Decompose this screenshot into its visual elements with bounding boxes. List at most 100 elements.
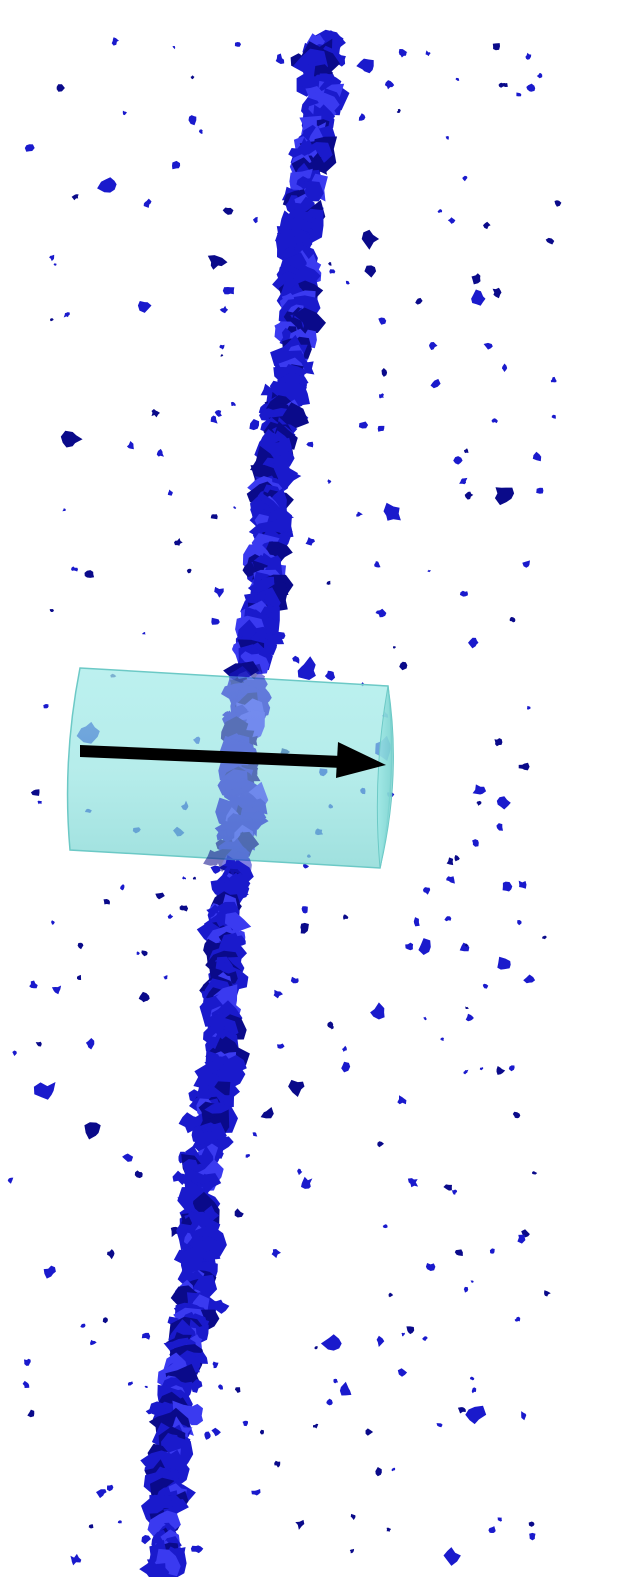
arrow-shaft xyxy=(80,745,342,768)
particle-blob xyxy=(509,617,516,623)
particle-blob xyxy=(425,1263,436,1271)
particle-blob xyxy=(406,1326,415,1335)
particle-blob xyxy=(528,1521,535,1527)
particle-blob xyxy=(544,1290,551,1297)
particle-blob xyxy=(297,656,316,680)
particle-blob xyxy=(324,670,336,681)
particle-blob xyxy=(361,229,380,250)
particle-blob xyxy=(138,991,150,1003)
particle-blob xyxy=(218,1384,223,1390)
particle-blob xyxy=(305,537,315,546)
particle-blob xyxy=(51,985,62,995)
particle-blob xyxy=(277,1043,285,1049)
particle-blob xyxy=(343,914,349,920)
particle-blob xyxy=(22,1380,30,1388)
particle-blob xyxy=(532,451,542,462)
particle-blob xyxy=(545,237,555,245)
particle-blob xyxy=(496,1066,506,1075)
particle-blob xyxy=(251,1489,261,1496)
particle-blob xyxy=(207,255,228,270)
particle-blob xyxy=(382,1224,388,1229)
particle-blob xyxy=(29,980,38,989)
particle-blob xyxy=(374,561,381,568)
particle-blob xyxy=(141,950,148,957)
filament-blob xyxy=(203,849,220,866)
particle-blob xyxy=(186,568,192,574)
particle-blob xyxy=(516,92,522,97)
particle-blob xyxy=(497,1517,502,1522)
particle-blob xyxy=(494,738,503,747)
particle-blob xyxy=(341,1061,351,1073)
particle-blob xyxy=(60,430,83,448)
particle-blob xyxy=(85,1038,95,1050)
particle-blob xyxy=(464,943,469,947)
particle-blob xyxy=(295,1519,305,1530)
particle-blob xyxy=(482,983,489,989)
direction-arrow xyxy=(80,742,386,778)
particle-blob xyxy=(88,1524,94,1529)
particle-blob xyxy=(260,1429,264,1435)
particle-blob xyxy=(27,1409,35,1418)
particle-blob xyxy=(418,938,431,955)
particle-blob xyxy=(397,1095,407,1105)
particle-blob xyxy=(377,425,385,432)
particle-blob xyxy=(517,1234,526,1244)
particle-blob xyxy=(107,1249,115,1260)
particle-blob xyxy=(7,1177,14,1184)
filament-blob xyxy=(190,1378,203,1393)
filament-blob xyxy=(210,1299,230,1314)
particle-blob xyxy=(365,1428,374,1436)
particle-blob xyxy=(330,1025,334,1030)
particle-blob xyxy=(271,1249,281,1259)
filament-blob xyxy=(259,408,275,421)
particle-blob xyxy=(523,974,536,984)
particle-blob xyxy=(463,1069,469,1075)
filament-blob xyxy=(151,1563,170,1577)
particle-blob xyxy=(440,1037,444,1041)
filament-blob xyxy=(242,563,257,578)
particle-blob xyxy=(399,661,408,671)
particle-blob xyxy=(103,899,110,905)
particle-blob xyxy=(496,796,511,810)
particle-blob xyxy=(234,42,241,47)
particle-blob xyxy=(219,305,229,314)
particle-blob xyxy=(375,608,387,618)
particle-blob xyxy=(313,1423,319,1429)
particle-blob xyxy=(230,401,236,407)
particle-blob xyxy=(62,508,66,512)
particle-blob xyxy=(107,1484,114,1492)
particle-blob xyxy=(345,280,350,285)
particle-blob xyxy=(136,951,140,955)
particle-blob xyxy=(396,108,401,113)
particle-blob xyxy=(349,1548,355,1554)
particle-blob xyxy=(479,1067,484,1071)
particle-blob xyxy=(364,265,377,278)
particle-blob xyxy=(492,43,500,51)
filament-blob xyxy=(141,1535,151,1545)
particle-blob xyxy=(33,1082,56,1100)
particle-blob xyxy=(111,37,119,46)
particle-blob xyxy=(483,221,491,230)
particle-blob xyxy=(381,368,388,377)
particle-blob xyxy=(518,880,527,889)
particle-blob xyxy=(463,1286,469,1293)
particle-blob xyxy=(377,1141,384,1148)
particle-blob xyxy=(49,609,54,612)
particle-blob xyxy=(151,409,160,418)
particle-blob xyxy=(155,892,165,900)
particle-blob xyxy=(472,784,487,795)
particle-blob xyxy=(219,344,225,350)
particle-blob xyxy=(234,1208,244,1218)
particle-blob xyxy=(63,312,70,318)
particle-blob xyxy=(457,1407,466,1414)
particle-blob xyxy=(252,1132,258,1137)
particle-blob xyxy=(233,506,237,509)
particle-blob xyxy=(198,129,203,134)
particle-blob xyxy=(102,1317,108,1324)
particle-blob xyxy=(459,942,470,952)
particle-blob xyxy=(320,1334,342,1351)
particle-blob xyxy=(80,1323,86,1328)
particle-blob xyxy=(329,269,336,274)
particle-blob xyxy=(358,113,366,121)
